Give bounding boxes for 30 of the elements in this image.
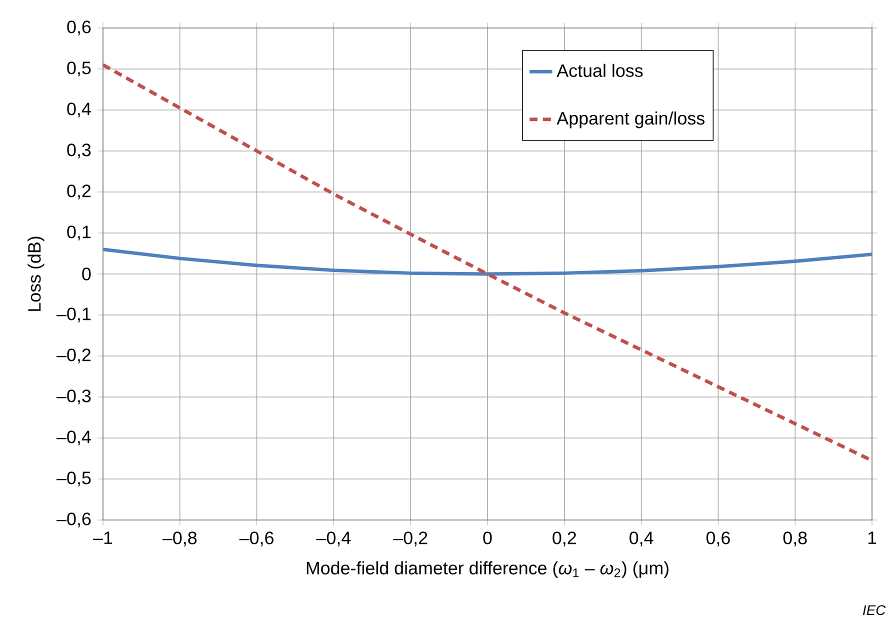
x-tick-label: 0,2 <box>552 532 576 546</box>
y-tick-label: 0,2 <box>67 184 91 200</box>
y-tick-label: –0,2 <box>56 348 91 364</box>
y-tick-label: 0,6 <box>67 20 91 36</box>
x-tick-label: –0,6 <box>239 532 274 546</box>
x-tick-label: 1 <box>868 532 876 544</box>
x-tick-label: –0,8 <box>162 532 197 546</box>
line-series <box>103 248 872 276</box>
y-tick-label: –0,6 <box>56 512 91 528</box>
y-tick-label: 0 <box>82 268 91 280</box>
x-tick-label: 0,4 <box>630 532 654 546</box>
y-tick-label: 0,5 <box>67 62 91 76</box>
x-tick-label: –0,4 <box>316 532 351 546</box>
y-tick-label: –0,3 <box>56 390 91 404</box>
y-tick-label: –0,5 <box>56 472 91 486</box>
y-tick-label: 0,3 <box>67 144 91 158</box>
text: IEC <box>862 605 886 616</box>
y-tick-label: 0,1 <box>67 226 91 240</box>
y-tick-label: –0,1 <box>56 308 91 322</box>
x-tick-label: 0,6 <box>706 532 730 546</box>
y-tick-label: –0,4 <box>56 430 91 446</box>
legend-label: Actual loss <box>556 64 643 78</box>
x-axis-title: Mode-field diameter difference (ω$_{1}$ – ω$_{2}$) (μm) <box>306 561 668 578</box>
x-tick-label: –0,2 <box>393 532 428 546</box>
x-tick-label: 0,8 <box>783 532 807 546</box>
y-tick-label: 0,4 <box>67 102 91 118</box>
legend-label: Apparent gain/loss <box>556 112 704 128</box>
x-tick-label: –1 <box>93 532 112 544</box>
x-tick-label: 0 <box>483 532 492 544</box>
y-axis-title: Loss (dB) <box>28 236 44 311</box>
